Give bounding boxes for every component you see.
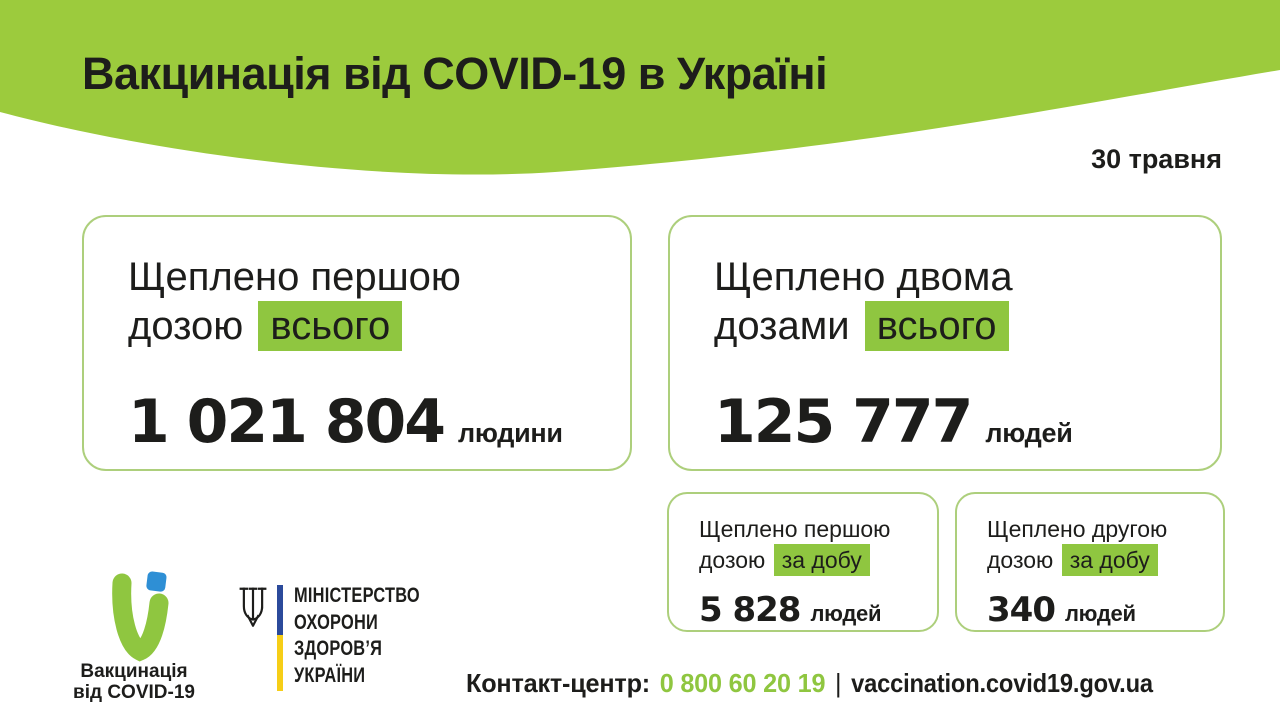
ministry-line: ОХОРОНИ — [294, 610, 379, 634]
card-title-line2: дозою за добу — [987, 544, 1193, 576]
highlight-daily-badge: за добу — [1061, 544, 1158, 576]
card-first-dose-total: Щеплено першою дозою всього 1 021 804 лю… — [82, 215, 632, 471]
card-title-line1: Щеплено першою — [699, 516, 891, 542]
card-title-line2: дозою всього — [128, 301, 586, 351]
stat-value: 1 021 804 — [128, 387, 446, 457]
card-title: Щеплено двома дозами всього — [714, 253, 1176, 351]
stat-value-row: 340 людей — [987, 590, 1193, 630]
highlight-total-badge: всього — [258, 301, 403, 351]
highlight-daily-badge: за добу — [773, 544, 870, 576]
stat-value: 125 777 — [714, 387, 973, 457]
contact-phone: 0 800 60 20 19 — [659, 668, 826, 698]
contact-label: Контакт-центр: — [466, 668, 650, 698]
highlight-total-badge: всього — [864, 301, 1009, 351]
blue-yellow-bar-icon — [277, 585, 283, 691]
stat-unit: людей — [985, 418, 1073, 448]
header-banner-wave — [0, 0, 1280, 175]
contact-line: Контакт-центр: 0 800 60 20 19 | vaccinat… — [466, 668, 1172, 699]
ukraine-trident-icon — [239, 587, 267, 627]
stat-unit: людей — [1064, 601, 1136, 626]
vaccine-logo-caption-line1: Вакцинація — [80, 661, 188, 682]
stat-value-row: 1 021 804 людини — [128, 387, 586, 457]
vaccine-logo-caption-line2: від COVID-19 — [73, 682, 195, 703]
card-title: Щеплено першою дозою всього — [128, 253, 586, 351]
contact-website: vaccination.covid19.gov.ua — [851, 668, 1153, 698]
card-title-line2: дозами всього — [714, 301, 1176, 351]
card-first-dose-daily: Щеплено першою дозою за добу 5 828 людей — [667, 492, 939, 632]
ministry-wordmark: МІНІСТЕРСТВО ОХОРОНИ ЗДОРОВ’Я УКРАЇНИ — [294, 583, 420, 689]
stat-unit: людини — [458, 418, 563, 448]
vaccine-logo-caption: Вакцинація від COVID-19 — [55, 661, 213, 703]
page-title: Вакцинація від COVID-19 в Україні — [82, 48, 828, 99]
card-title: Щеплено першою дозою за добу — [699, 514, 907, 576]
stat-value: 5 828 — [699, 590, 801, 630]
card-title-line1: Щеплено першою — [128, 255, 461, 299]
blue-square-dot-icon — [146, 571, 167, 592]
card-title-line1: Щеплено двома — [714, 255, 1013, 299]
card-title-line2: дозою за добу — [699, 544, 907, 576]
stat-value-row: 125 777 людей — [714, 387, 1176, 457]
ministry-logo-block: МІНІСТЕРСТВО ОХОРОНИ ЗДОРОВ’Я УКРАЇНИ — [238, 583, 455, 691]
contact-separator: | — [834, 668, 842, 698]
stat-unit: людей — [810, 601, 882, 626]
ministry-line: МІНІСТЕРСТВО — [294, 584, 420, 607]
ministry-line: УКРАЇНИ — [294, 663, 366, 687]
stat-value: 340 — [987, 590, 1056, 630]
stat-value-row: 5 828 людей — [699, 590, 907, 630]
green-v-check-logo-icon — [112, 571, 169, 662]
report-date: 30 травня — [1091, 144, 1222, 174]
card-second-dose-total: Щеплено двома дозами всього 125 777 люде… — [668, 215, 1222, 471]
card-second-dose-daily: Щеплено другою дозою за добу 340 людей — [955, 492, 1225, 632]
ministry-line: ЗДОРОВ’Я — [294, 637, 383, 660]
card-title: Щеплено другою дозою за добу — [987, 514, 1193, 576]
card-title-line1: Щеплено другою — [987, 516, 1168, 542]
